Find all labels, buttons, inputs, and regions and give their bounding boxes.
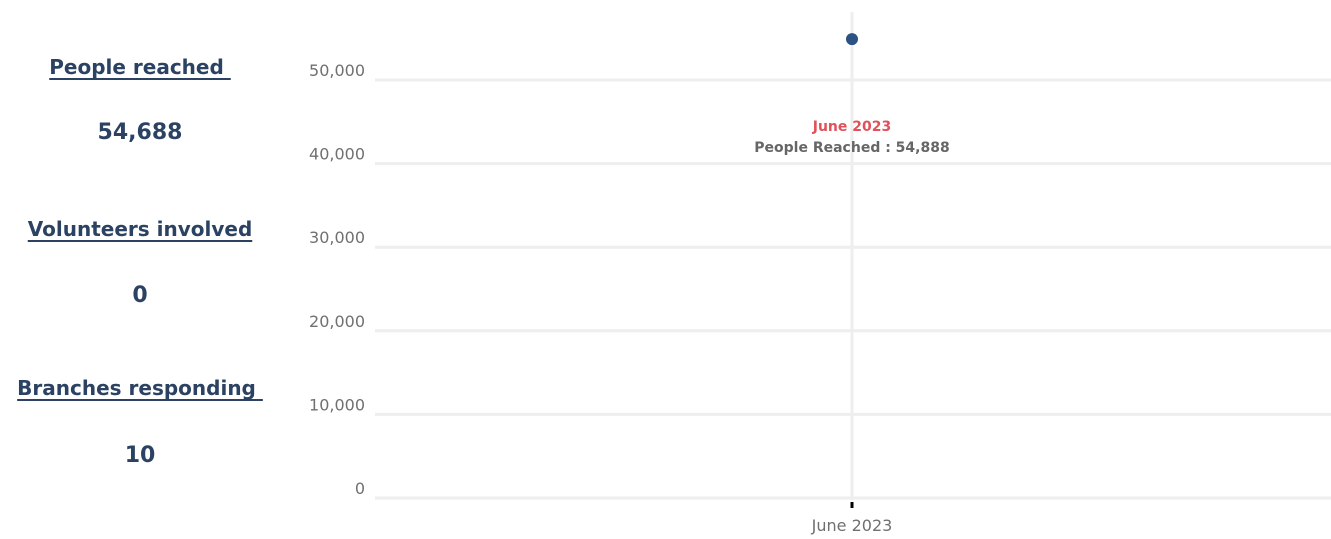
- y-tick-label: 20,000: [309, 312, 365, 331]
- y-tick-label: 10,000: [309, 395, 365, 414]
- volunteers-involved-label[interactable]: Volunteers involved: [27, 217, 253, 241]
- tooltip-text: People Reached : 54,888: [754, 140, 949, 156]
- y-tick-label: 40,000: [309, 145, 365, 164]
- tooltip-title: June 2023: [812, 119, 891, 135]
- y-tick-label: 30,000: [309, 228, 365, 247]
- x-tick-label: June 2023: [811, 516, 893, 535]
- branches-responding-label[interactable]: Branches responding: [17, 376, 263, 400]
- stats-panel: People reached 54,688 Volunteers involve…: [0, 0, 290, 539]
- y-tick-label: 0: [355, 479, 365, 498]
- tick-layer: 0 10,000 20,000 30,000 40,000 50,000 June 2023: [309, 61, 892, 535]
- branches-responding-value: 10: [124, 443, 156, 468]
- volunteers-involved-value: 0: [132, 283, 148, 308]
- people-reached-value: 54,688: [97, 120, 183, 145]
- y-tick-label: 50,000: [309, 61, 365, 80]
- people-reached-label[interactable]: People reached: [49, 55, 231, 79]
- data-point[interactable]: [846, 33, 858, 46]
- grid-layer: [375, 12, 1331, 500]
- tooltip: June 2023 People Reached : 54,888: [754, 119, 949, 156]
- mark-layer: [846, 33, 858, 46]
